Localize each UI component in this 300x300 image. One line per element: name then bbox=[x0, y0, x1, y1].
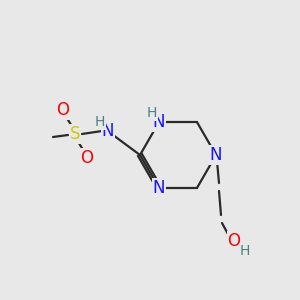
Text: H: H bbox=[95, 115, 105, 129]
Text: H: H bbox=[147, 106, 157, 120]
Text: N: N bbox=[153, 113, 165, 131]
Text: N: N bbox=[153, 179, 165, 197]
Text: S: S bbox=[70, 125, 80, 143]
Text: N: N bbox=[102, 122, 114, 140]
Text: O: O bbox=[227, 232, 241, 250]
Text: O: O bbox=[80, 149, 94, 167]
Text: O: O bbox=[56, 101, 70, 119]
Text: N: N bbox=[210, 146, 222, 164]
Text: H: H bbox=[240, 244, 250, 258]
